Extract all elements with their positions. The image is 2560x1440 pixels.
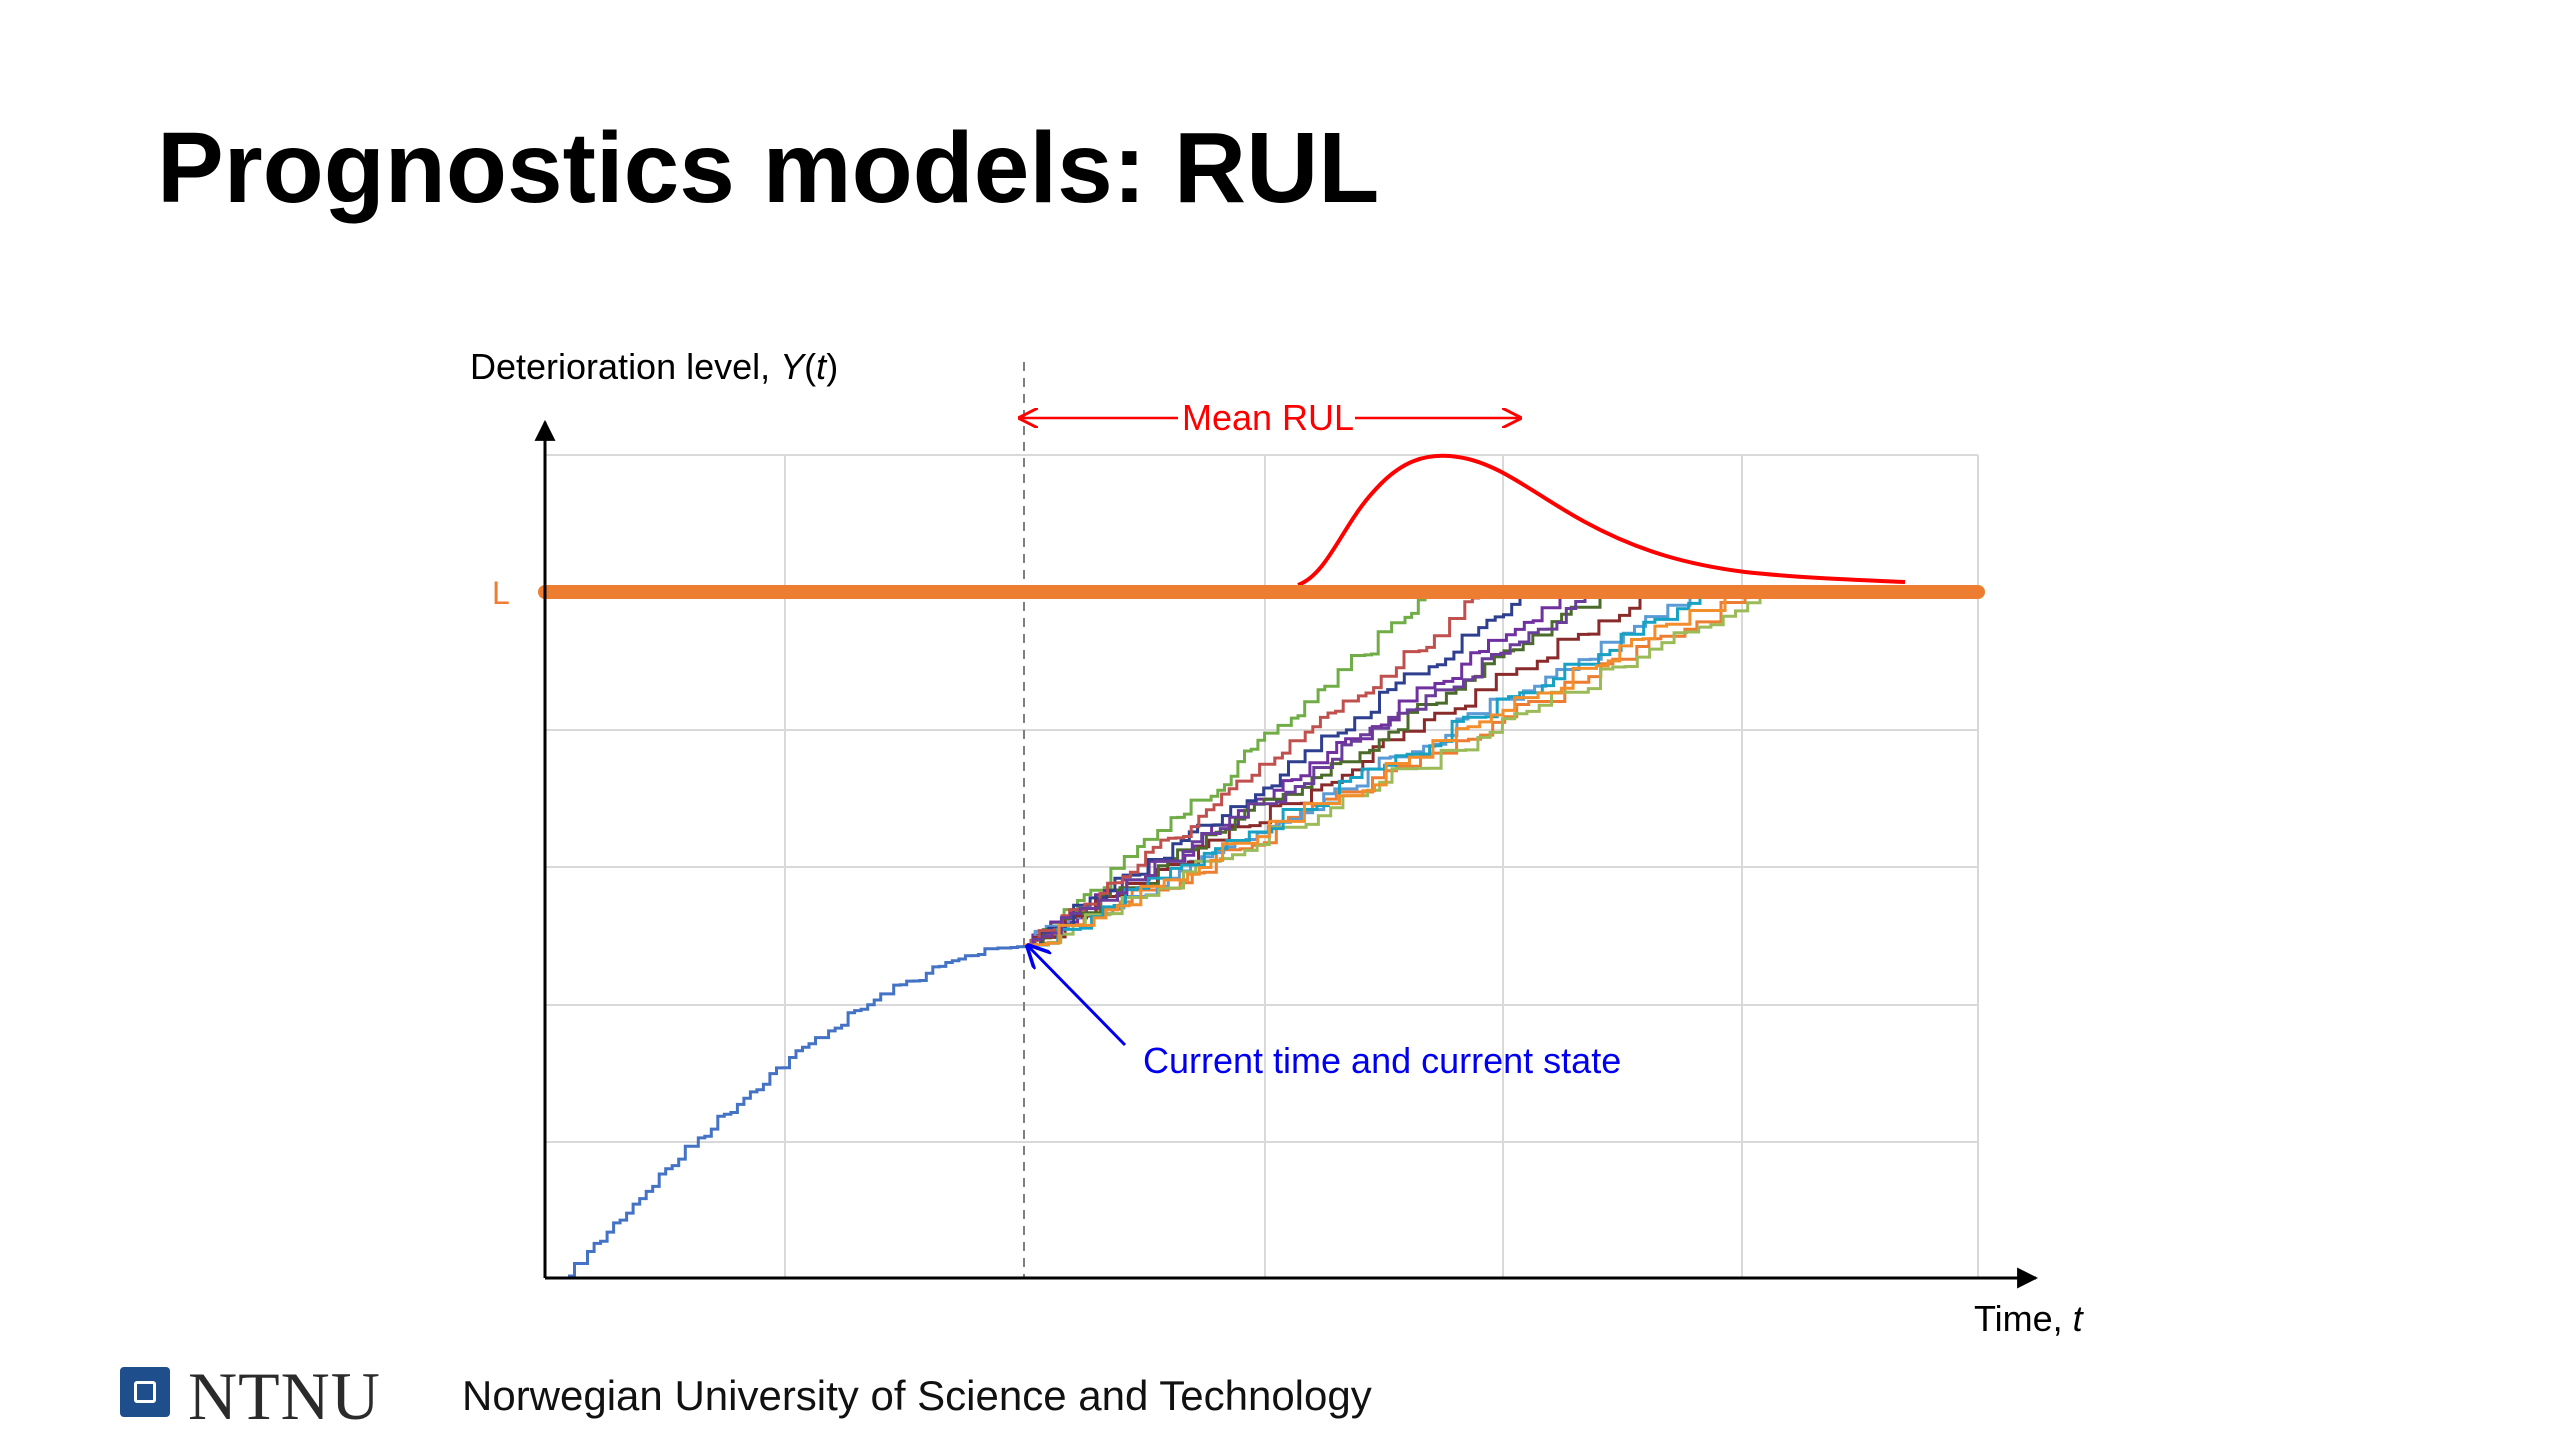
simulated-path — [1024, 598, 1762, 947]
simulated-path — [1024, 598, 1587, 947]
current-state-annotation: Current time and current state — [1143, 1040, 1621, 1081]
rul-distribution-curve — [1297, 453, 1906, 587]
simulated-path — [1024, 598, 1702, 947]
simulated-path — [1024, 598, 1727, 947]
simulated-path — [1024, 598, 1522, 947]
simulated-path — [1024, 598, 1562, 947]
observed-degradation-path — [568, 945, 1026, 1278]
grid — [545, 454, 1979, 1278]
slide-title: Prognostics models: RUL — [157, 112, 1380, 224]
simulated-degradation-paths — [1024, 596, 1762, 947]
ntnu-logo: NTNU — [118, 1358, 408, 1434]
y-axis-label-text: Deterioration level, — [470, 346, 780, 387]
simulated-path — [1024, 598, 1602, 947]
y-axis-symbol: Y — [780, 346, 807, 387]
mean-rul-label: Mean RUL — [1182, 397, 1354, 438]
simulated-path — [1024, 598, 1747, 947]
simulated-path — [1024, 598, 1427, 947]
y-axis-label: Deterioration level, Y(t) — [470, 346, 838, 387]
y-axis-paren-open: ( — [804, 346, 816, 387]
simulated-path — [1024, 596, 1480, 947]
y-axis-paren-close: ) — [826, 346, 838, 387]
ntnu-logo-text: NTNU — [188, 1358, 381, 1434]
current-state-pointer-arrow — [1028, 946, 1127, 1047]
y-axis-var: t — [816, 346, 828, 387]
x-axis-label: Time, t — [1974, 1298, 2085, 1339]
threshold-label: L — [492, 575, 510, 611]
x-axis-label-text: Time, — [1974, 1298, 2073, 1339]
footer-university-name: Norwegian University of Science and Tech… — [462, 1372, 1372, 1419]
ntnu-logo-icon — [120, 1367, 170, 1417]
x-axis-var: t — [2073, 1298, 2085, 1339]
